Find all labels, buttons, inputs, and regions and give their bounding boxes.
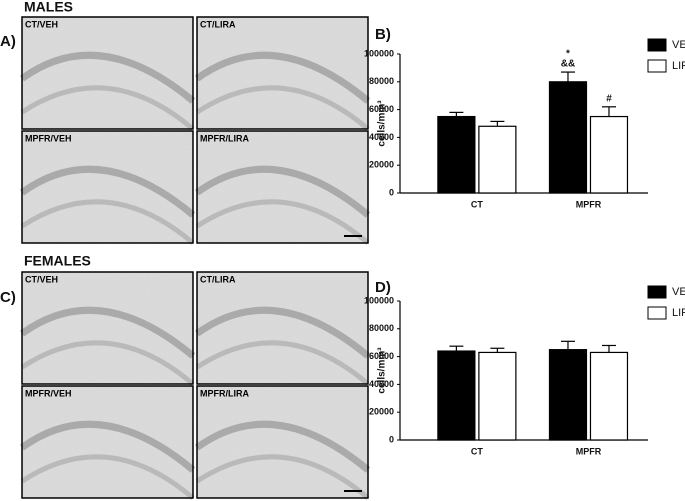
- y-tick-label: 0: [389, 434, 394, 444]
- cell-layer: [195, 85, 370, 131]
- x-tick-label: MPFR: [576, 199, 602, 209]
- x-tick-label: CT: [471, 199, 483, 209]
- legend-label: LIRA: [672, 307, 685, 319]
- y-tick-label: 40000: [369, 379, 394, 389]
- cell-layer: [194, 165, 371, 218]
- x-tick-label: CT: [471, 446, 483, 456]
- bar: [589, 351, 629, 441]
- micrograph-border: [21, 16, 194, 130]
- section-title: MALES: [24, 0, 73, 15]
- cell-layer: [19, 306, 196, 359]
- image-label: CT/LIRA: [200, 274, 236, 284]
- bar: [548, 81, 588, 194]
- panel-letter: C): [0, 289, 16, 306]
- bar: [478, 125, 517, 194]
- cell-layer: [194, 51, 371, 104]
- cell-layer: [20, 454, 195, 500]
- y-tick-label: 60000: [369, 351, 394, 361]
- y-tick-label: 40000: [369, 132, 394, 142]
- legend-label: VEH: [672, 39, 685, 51]
- bar: [437, 350, 476, 441]
- bar: [548, 349, 588, 441]
- legend-swatch: [647, 38, 667, 52]
- cell-layer: [20, 340, 195, 386]
- y-tick-label: 20000: [369, 160, 394, 170]
- cell-layer: [194, 306, 371, 359]
- legend-label: LIRA: [672, 60, 685, 72]
- y-axis-label: cells/mm³: [377, 100, 388, 147]
- micrograph-border: [196, 16, 369, 130]
- y-tick-label: 20000: [369, 407, 394, 417]
- image-label: MPFR/VEH: [25, 133, 72, 143]
- image-label: MPFR/LIRA: [200, 133, 249, 143]
- cell-layer: [19, 51, 196, 104]
- y-tick-label: 60000: [369, 104, 394, 114]
- micrograph-border: [196, 130, 369, 244]
- bar: [437, 115, 476, 194]
- panel-letter: D): [375, 279, 391, 296]
- image-label: CT/VEH: [25, 274, 58, 284]
- x-tick-label: MPFR: [576, 446, 602, 456]
- y-axis-label: cells/mm³: [377, 347, 388, 394]
- cell-layer: [195, 199, 370, 245]
- cell-layer: [19, 420, 196, 473]
- bar: [589, 115, 629, 194]
- y-tick-label: 80000: [369, 76, 394, 86]
- y-tick-label: 0: [389, 187, 394, 197]
- significance-mark: #: [606, 93, 612, 104]
- legend-swatch: [647, 285, 667, 299]
- significance-mark: *: [566, 49, 570, 60]
- bar: [478, 351, 517, 441]
- legend-swatch: [647, 59, 667, 73]
- panel-letter: A): [0, 33, 16, 50]
- image-label: MPFR/LIRA: [200, 388, 249, 398]
- section-title: FEMALES: [24, 253, 91, 269]
- cell-layer: [19, 165, 196, 218]
- image-label: CT/LIRA: [200, 19, 236, 29]
- cell-layer: [195, 454, 370, 500]
- y-tick-label: 80000: [369, 323, 394, 333]
- cell-layer: [195, 340, 370, 386]
- legend-label: VEH: [672, 286, 685, 298]
- cell-layer: [194, 420, 371, 473]
- micrograph-border: [196, 271, 369, 385]
- significance-mark: &&: [561, 59, 575, 70]
- cell-layer: [20, 85, 195, 131]
- micrograph-border: [21, 385, 194, 499]
- image-label: MPFR/VEH: [25, 388, 72, 398]
- image-label: CT/VEH: [25, 19, 58, 29]
- micrograph-border: [21, 271, 194, 385]
- cell-layer: [20, 199, 195, 245]
- legend-swatch: [647, 306, 667, 320]
- panel-letter: B): [375, 26, 391, 43]
- y-tick-label: 100000: [364, 48, 394, 58]
- micrograph-border: [21, 130, 194, 244]
- y-tick-label: 100000: [364, 295, 394, 305]
- micrograph-border: [196, 385, 369, 499]
